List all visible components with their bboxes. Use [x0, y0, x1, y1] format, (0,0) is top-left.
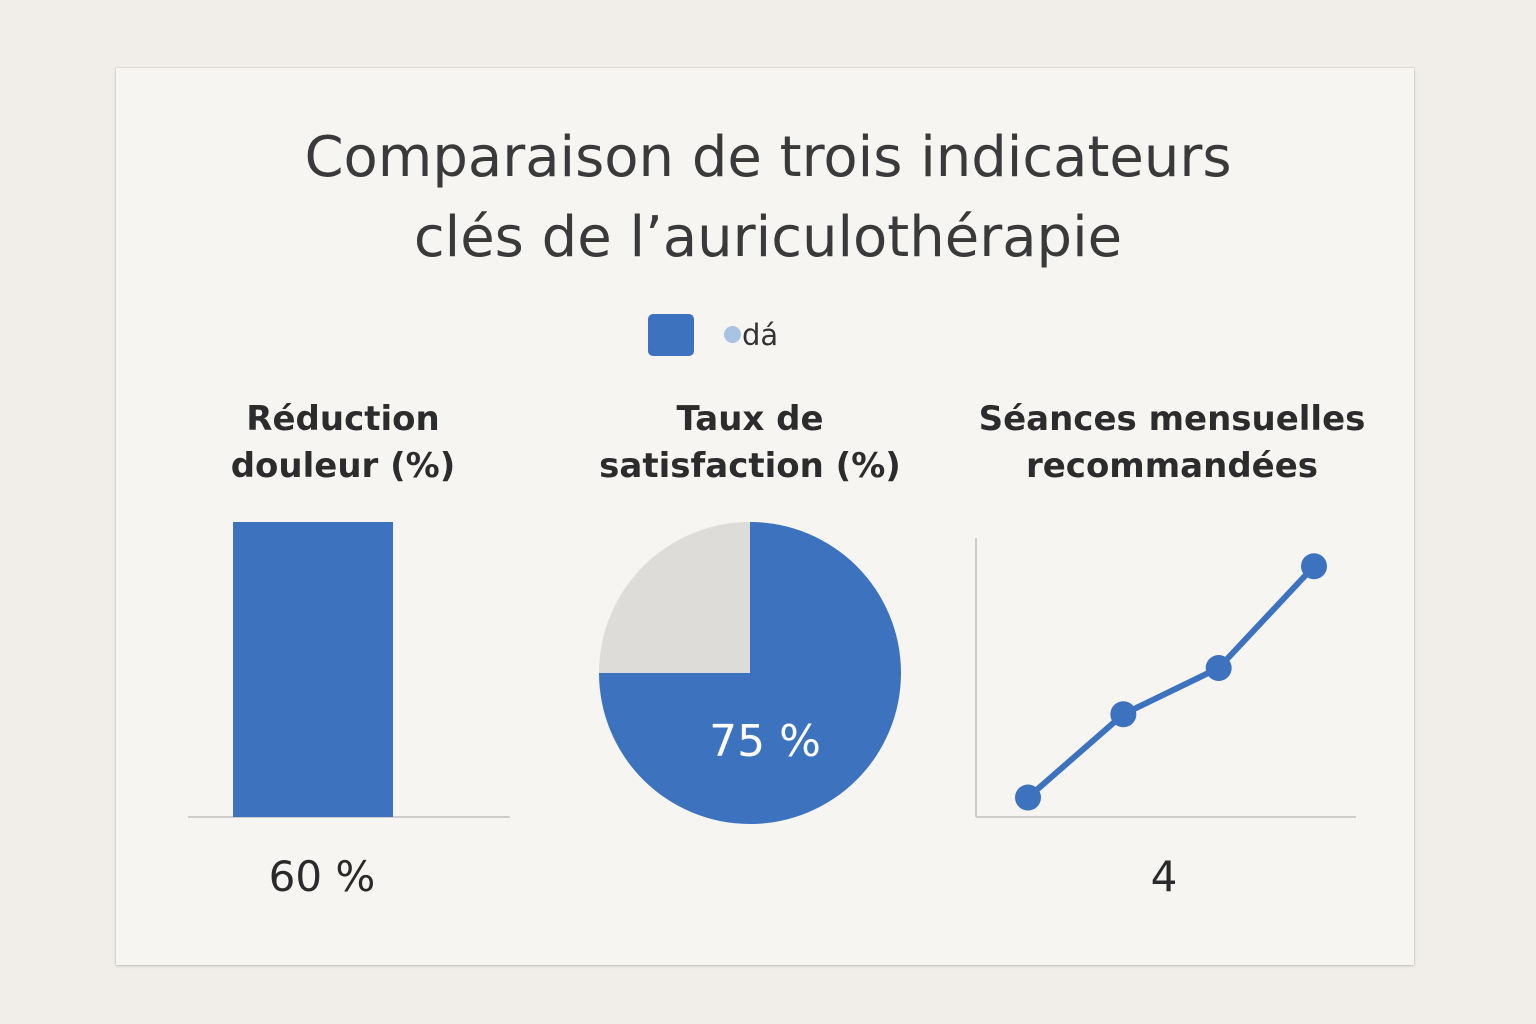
bar-value-label: 60 %	[268, 852, 376, 901]
line-panel-title-line-1: Séances mensuelles	[978, 399, 1366, 439]
bar-panel-title-line-1: Réduction	[246, 399, 440, 439]
line-panel-title-line-2: recommandées	[1025, 446, 1319, 486]
line-point-3	[1301, 553, 1327, 580]
chart-title-line-1: Comparaison de trois indicateurs	[304, 125, 1232, 190]
bar-0	[233, 522, 393, 817]
legend-dot-icon	[724, 326, 741, 343]
legend-swatch	[648, 314, 694, 356]
bar-panel-title-line-2: douleur (%)	[230, 446, 456, 486]
chart-title-line-2: clés de l’auriculothérapie	[413, 205, 1123, 270]
line-point-0	[1015, 784, 1041, 811]
chart-title: Comparaison de trois indicateurs clés de…	[0, 118, 1536, 278]
line-point-1	[1110, 701, 1137, 728]
pie-panel-title: Taux de satisfaction (%)	[580, 396, 920, 490]
pie-panel-title-line-2: satisfaction (%)	[599, 446, 901, 486]
pie-slice-1	[599, 522, 750, 673]
pie-panel-title-line-1: Taux de	[676, 399, 824, 439]
line-series	[1026, 564, 1317, 800]
line-panel-title: Séances mensuelles recommandées	[962, 396, 1382, 490]
line-point-2	[1205, 655, 1232, 681]
pie-value-label: 75 %	[709, 716, 821, 767]
bar-panel-title: Réduction douleur (%)	[183, 396, 503, 490]
legend-label: dá	[742, 318, 779, 352]
line-value-label: 4	[1150, 852, 1178, 901]
